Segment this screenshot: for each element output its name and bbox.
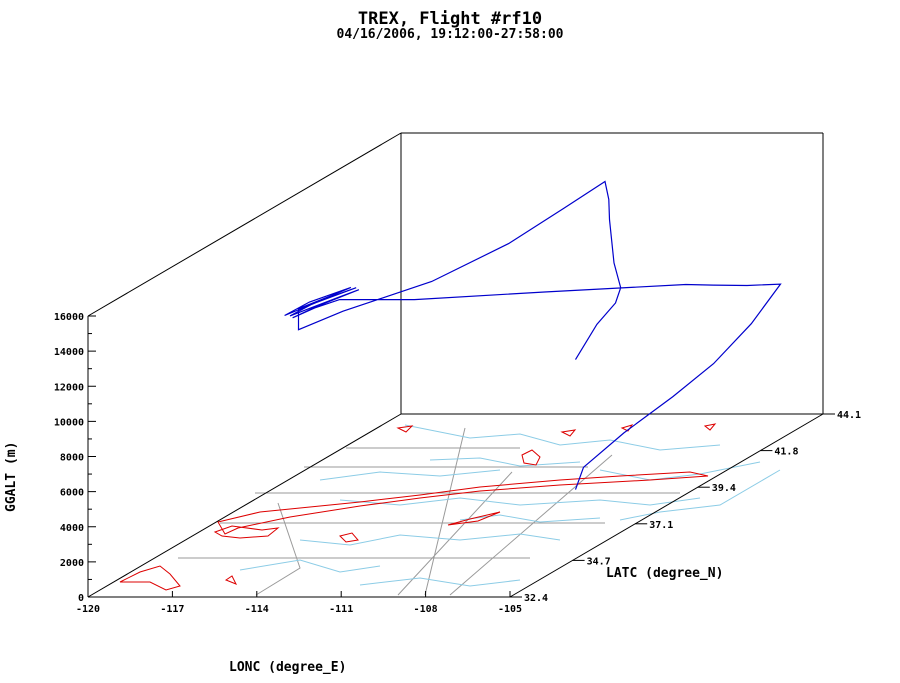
y-tick-label: 34.7 (587, 556, 611, 567)
z-tick-label: 12000 (54, 382, 84, 393)
x-tick-label: -105 (498, 604, 522, 615)
y-axis-ticks: 32.4 34.7 37.1 39.4 41.8 44.1 (510, 410, 861, 604)
y-tick-label: 41.8 (774, 447, 798, 458)
x-axis-label: LONC (degree_E) (229, 660, 347, 675)
state-boundary-lines (178, 427, 680, 596)
x-axis-ticks: -120 -117 -114 -111 -108 -105 (76, 591, 522, 615)
box-edge (509, 413, 824, 598)
z-tick-label: 4000 (60, 523, 84, 534)
x-tick-label: -117 (160, 604, 184, 615)
x-tick-label: -111 (329, 604, 353, 615)
x-tick-label: -108 (414, 604, 438, 615)
y-tick-label: 32.4 (524, 593, 548, 604)
x-tick-label: -114 (245, 604, 269, 615)
z-tick-label: 16000 (54, 312, 84, 323)
y-tick-label: 39.4 (712, 483, 736, 494)
z-tick-label: 6000 (60, 488, 84, 499)
y-tick-label: 37.1 (649, 520, 673, 531)
z-tick-label: 8000 (60, 453, 84, 464)
chart-title: TREX, Flight #rf10 (357, 9, 543, 29)
river-lines (239, 424, 781, 587)
x-tick-label: -120 (76, 604, 100, 615)
flight-track-series (284, 180, 782, 490)
floor-map (119, 423, 781, 596)
z-tick-label: 2000 (60, 558, 84, 569)
box-edge (87, 132, 402, 317)
z-tick-label: 0 (78, 593, 84, 604)
chart-subtitle: 04/16/2006, 19:12:00-27:58:00 (336, 27, 564, 42)
z-tick-label: 14000 (54, 347, 84, 358)
y-tick-label: 44.1 (837, 410, 861, 421)
z-axis-ticks: 0 2000 4000 6000 8000 10000 12000 14000 16000 (54, 312, 96, 604)
series-line (284, 180, 782, 490)
z-axis-label: GGALT (m) (4, 441, 19, 512)
axes-box (87, 132, 824, 598)
z-tick-label: 10000 (54, 417, 84, 428)
box-edge (87, 413, 402, 598)
y-axis-label: LATC (degree_N) (606, 566, 724, 581)
